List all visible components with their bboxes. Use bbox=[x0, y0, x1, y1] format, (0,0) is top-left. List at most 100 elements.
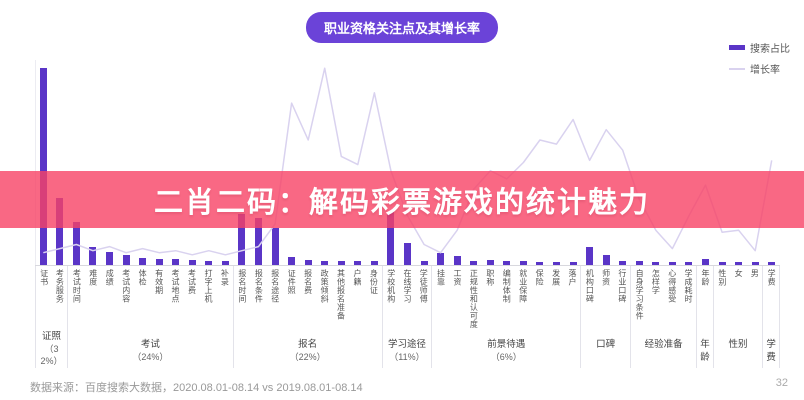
legend-row-bar: 搜索占比 bbox=[729, 40, 790, 55]
group-name: 口碑 bbox=[596, 339, 616, 350]
category-label: 女 bbox=[734, 269, 744, 278]
category-label: 学费 bbox=[767, 269, 777, 286]
bar bbox=[735, 262, 743, 265]
category-label: 成绩 bbox=[105, 269, 115, 286]
category-label: 考试地点 bbox=[171, 269, 181, 303]
bar bbox=[685, 262, 693, 265]
category-label: 行业口碑 bbox=[617, 269, 627, 303]
bar bbox=[586, 247, 594, 265]
overlay-banner: 二肖二码：解码彩票游戏的统计魅力 bbox=[0, 171, 804, 228]
category-label: 男 bbox=[750, 269, 760, 278]
category-label: 考试费 bbox=[187, 269, 197, 295]
bar bbox=[404, 243, 411, 265]
category-label: 编制体制 bbox=[502, 269, 512, 303]
category-label: 挂靠 bbox=[436, 269, 446, 286]
category-label: 补录 bbox=[220, 269, 230, 286]
group-name: 性别 bbox=[728, 339, 748, 350]
category-label-row: 考试时间 难度 成绩 考试内容 体检 有效期 考试地点 考试费 打字上机 补录 bbox=[68, 266, 233, 333]
category-label: 发展 bbox=[551, 269, 561, 286]
category-label-row: 证书 考务服务 bbox=[36, 266, 67, 325]
group-name: 证照 （32%） bbox=[36, 330, 67, 368]
source-note: 数据来源：百度搜索大数据，2020.08.01-08.14 vs 2019.08… bbox=[30, 382, 363, 394]
category-label: 身份证 bbox=[369, 269, 379, 295]
bar bbox=[221, 261, 229, 265]
group-name: 考试 （24%） bbox=[68, 338, 233, 364]
bar bbox=[39, 68, 47, 265]
bar bbox=[635, 261, 643, 265]
bar bbox=[453, 256, 461, 265]
group-name: 学费 bbox=[766, 339, 776, 364]
bar bbox=[536, 262, 544, 265]
category-label: 职称 bbox=[485, 269, 495, 286]
bar bbox=[106, 252, 113, 265]
category-label: 报名途径 bbox=[270, 269, 280, 303]
category-label-row: 年龄 bbox=[697, 266, 713, 333]
x-axis-line bbox=[35, 265, 780, 266]
category-group: 考试时间 难度 成绩 考试内容 体检 有效期 考试地点 考试费 打字上机 补录考试 （24%） bbox=[68, 266, 234, 368]
category-label-row: 自身学习条件 怎样学 心得感受 学成耗时 bbox=[631, 266, 696, 333]
bar bbox=[768, 262, 776, 265]
line-legend-label: 增长率 bbox=[750, 65, 780, 76]
category-group: 自身学习条件 怎样学 心得感受 学成耗时经验准备 bbox=[631, 266, 698, 368]
category-label: 报名费 bbox=[303, 269, 313, 295]
bar bbox=[188, 260, 196, 265]
category-label-row: 学校机构 在线学习 学徒师傅 bbox=[383, 266, 432, 333]
group-percentage: （6%） bbox=[490, 352, 522, 363]
bar bbox=[718, 262, 726, 265]
bar bbox=[553, 262, 560, 265]
group-percentage: （22%） bbox=[289, 352, 326, 363]
bar bbox=[122, 255, 130, 265]
category-label: 落户 bbox=[568, 269, 578, 286]
line-legend-swatch bbox=[729, 67, 745, 70]
category-label-row: 机构口碑 师资 行业口碑 bbox=[581, 266, 630, 333]
bar bbox=[619, 261, 627, 265]
legend: 搜索占比 增长率 bbox=[729, 40, 790, 82]
category-groups: 证书 考务服务证照 （32%） 考试时间 难度 成绩 考试内容 体检 有效期 考试地点 考试费 打字上… bbox=[35, 266, 780, 368]
category-group: 机构口碑 师资 行业口碑口碑 bbox=[581, 266, 631, 368]
chart-title: 职业资格关注点及其增长率 bbox=[323, 21, 481, 36]
bar-legend-label: 搜索占比 bbox=[750, 44, 790, 55]
bar bbox=[370, 261, 378, 265]
category-group: 报名时间 报名条件 报名途径 证件照 报名费 政策倾斜 其他报名准备 户籍 身份证报名 （22%） bbox=[234, 266, 383, 368]
bar bbox=[155, 259, 163, 265]
category-label: 证件照 bbox=[287, 269, 297, 295]
chart-title-pill: 职业资格关注点及其增长率 bbox=[305, 12, 499, 43]
category-label: 打字上机 bbox=[203, 269, 213, 303]
bar bbox=[420, 261, 428, 265]
category-group: 年龄 年龄 bbox=[697, 266, 714, 368]
page-number: 32 bbox=[775, 377, 788, 389]
category-label: 保险 bbox=[535, 269, 545, 286]
legend-row-line: 增长率 bbox=[729, 61, 790, 76]
group-name: 经验准备 bbox=[644, 339, 683, 350]
category-label: 就业保障 bbox=[518, 269, 528, 303]
bar bbox=[602, 255, 610, 265]
category-label: 年龄 bbox=[700, 269, 710, 286]
category-label: 报名条件 bbox=[254, 269, 264, 303]
bar bbox=[271, 227, 279, 265]
category-label: 体检 bbox=[138, 269, 148, 286]
bar bbox=[652, 262, 660, 265]
category-label: 政策倾斜 bbox=[320, 269, 330, 303]
category-label-row: 报名时间 报名条件 报名途径 证件照 报名费 政策倾斜 其他报名准备 户籍 身份证 bbox=[234, 266, 382, 333]
category-label: 心得感受 bbox=[667, 269, 677, 303]
category-group: 挂靠 工资 正规性和认可度 职称 编制体制 就业保障 保险 发展 落户 前景待遇 （6%） bbox=[432, 266, 582, 368]
bar bbox=[437, 253, 445, 265]
category-label-row: 挂靠 工资 正规性和认可度 职称 编制体制 就业保障 保险 发展 落户 bbox=[432, 266, 580, 333]
category-label: 户籍 bbox=[352, 269, 362, 286]
category-label: 怎样学 bbox=[651, 269, 661, 295]
category-label: 考试时间 bbox=[72, 269, 82, 303]
category-group: 学校机构 在线学习 学徒师傅 学习途径 （11%） bbox=[383, 266, 433, 368]
bar bbox=[519, 261, 527, 265]
bar bbox=[751, 262, 759, 265]
category-label: 正规性和认可度 bbox=[469, 269, 479, 329]
overlay-banner-text: 二肖二码：解码彩票游戏的统计魅力 bbox=[153, 186, 650, 219]
category-label: 考试内容 bbox=[121, 269, 131, 303]
category-group: 证书 考务服务证照 （32%） bbox=[35, 266, 69, 368]
category-group: 学费 学费 bbox=[763, 266, 780, 368]
group-name: 报名 （22%） bbox=[234, 338, 382, 364]
bar-legend-swatch bbox=[729, 45, 745, 50]
bar bbox=[503, 261, 511, 265]
bar bbox=[486, 260, 494, 265]
category-label-row: 性别女男 bbox=[714, 266, 763, 333]
